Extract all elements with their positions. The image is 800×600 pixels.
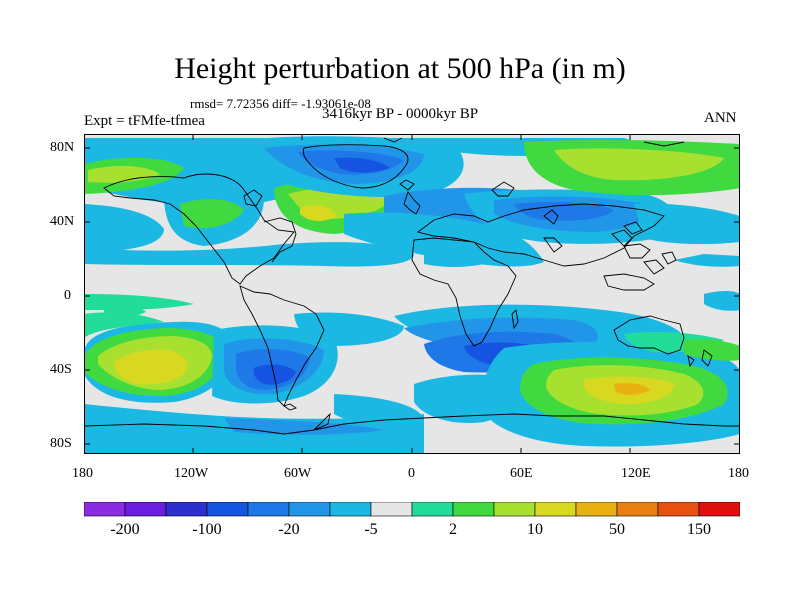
lon-tick-180w: 180 [72, 466, 93, 481]
colorbar-box [370, 502, 413, 517]
season-label: ANN [704, 110, 737, 126]
colorbar-box [165, 502, 208, 517]
axis-ticks [84, 134, 740, 454]
colorbar-label: 2 [449, 521, 457, 538]
colorbar-box [534, 502, 577, 517]
colorbar-box [452, 502, 495, 517]
colorbar-label: -5 [364, 521, 377, 538]
lon-tick-0: 0 [408, 466, 415, 481]
colorbar-box [575, 502, 618, 517]
lon-tick-180e: 180 [728, 466, 749, 481]
colorbar-box [124, 502, 167, 517]
colorbar-box [493, 502, 536, 517]
lat-tick-80s: 80S [50, 436, 72, 451]
lon-tick-120e: 120E [621, 466, 651, 481]
contour-fill-southern [84, 254, 740, 454]
colorbar-label: 150 [687, 521, 711, 538]
colorbar-label: -200 [110, 521, 139, 538]
lat-tick-40n: 40N [50, 214, 75, 229]
colorbar-label: -20 [278, 521, 299, 538]
map-title: Height perturbation at 500 hPa (in m) [174, 52, 626, 85]
height-perturbation-map [84, 134, 740, 454]
colorbar-label: -100 [192, 521, 221, 538]
period-label: 3416kyr BP - 0000kyr BP [322, 106, 479, 122]
colorbar-box [411, 502, 454, 517]
colorbar-label: 10 [527, 521, 543, 538]
lat-tick-80n: 80N [50, 140, 75, 155]
colorbar-box [206, 502, 249, 517]
rmsd-stats: rmsd= 7.72356 diff= -1.93061e-08 [190, 96, 371, 111]
lat-tick-0: 0 [64, 288, 71, 303]
colorbar-box [698, 502, 740, 517]
colorbar-label: 50 [609, 521, 625, 538]
lat-tick-40s: 40S [50, 362, 72, 377]
colorbar-box [329, 502, 372, 517]
colorbar: -200 -100 -20 -5 2 10 50 150 [84, 502, 740, 538]
colorbar-box [657, 502, 700, 517]
experiment-label: Expt = tFMfe-tfmea [84, 113, 205, 129]
lon-tick-60e: 60E [510, 466, 533, 481]
colorbar-box [616, 502, 659, 517]
lon-tick-60w: 60W [284, 466, 312, 481]
colorbar-box [288, 502, 331, 517]
lon-tick-120w: 120W [174, 466, 209, 481]
colorbar-box [84, 502, 126, 517]
colorbar-box [247, 502, 290, 517]
coastlines [84, 137, 740, 435]
contour-fill-northern [84, 136, 740, 267]
